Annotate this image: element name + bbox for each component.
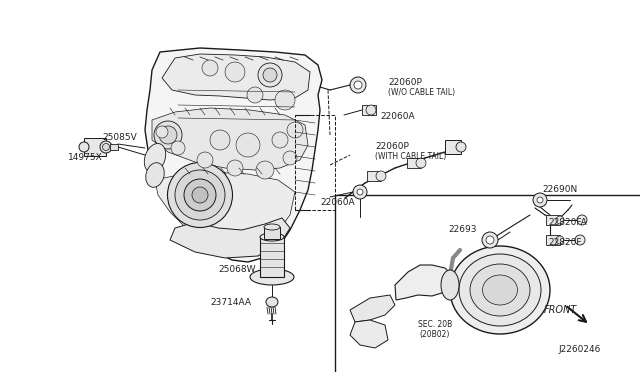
- Ellipse shape: [483, 275, 518, 305]
- Ellipse shape: [102, 144, 109, 151]
- Text: (W/O CABLE TAIL): (W/O CABLE TAIL): [388, 88, 455, 97]
- Circle shape: [210, 130, 230, 150]
- Circle shape: [171, 141, 185, 155]
- Text: 22820F: 22820F: [548, 238, 582, 247]
- Polygon shape: [152, 108, 308, 170]
- Bar: [407, 158, 421, 168]
- Circle shape: [202, 60, 218, 76]
- Ellipse shape: [260, 233, 284, 241]
- Text: (20B02): (20B02): [420, 330, 450, 339]
- Circle shape: [287, 122, 303, 138]
- Circle shape: [236, 133, 260, 157]
- Bar: [110, 144, 118, 150]
- Bar: [546, 235, 560, 245]
- Ellipse shape: [175, 170, 225, 220]
- Circle shape: [353, 185, 367, 199]
- Circle shape: [156, 126, 168, 138]
- Bar: [295, 115, 335, 210]
- Polygon shape: [162, 54, 310, 100]
- Polygon shape: [145, 48, 322, 262]
- Bar: [84, 138, 106, 156]
- Ellipse shape: [250, 269, 294, 285]
- Text: 22690N: 22690N: [542, 185, 577, 194]
- Text: 14975X: 14975X: [68, 153, 103, 162]
- Text: 25068W: 25068W: [218, 265, 255, 274]
- Circle shape: [533, 193, 547, 207]
- Circle shape: [227, 160, 243, 176]
- Ellipse shape: [575, 235, 585, 245]
- Circle shape: [366, 105, 376, 115]
- Ellipse shape: [154, 121, 182, 149]
- Ellipse shape: [459, 254, 541, 326]
- Bar: [546, 215, 560, 225]
- Ellipse shape: [441, 270, 459, 300]
- Ellipse shape: [79, 142, 89, 152]
- Ellipse shape: [450, 246, 550, 334]
- Ellipse shape: [168, 163, 232, 228]
- Ellipse shape: [456, 142, 466, 152]
- Polygon shape: [350, 320, 388, 348]
- Ellipse shape: [144, 144, 166, 173]
- Polygon shape: [350, 295, 395, 322]
- Polygon shape: [395, 265, 452, 300]
- Circle shape: [354, 81, 362, 89]
- Circle shape: [357, 189, 363, 195]
- Bar: [367, 171, 381, 181]
- Circle shape: [275, 90, 295, 110]
- Text: 23714AA: 23714AA: [210, 298, 251, 307]
- Ellipse shape: [266, 297, 278, 307]
- Circle shape: [350, 77, 366, 93]
- Ellipse shape: [258, 63, 282, 87]
- Ellipse shape: [577, 215, 587, 225]
- Text: SEC. 20B: SEC. 20B: [418, 320, 452, 329]
- Circle shape: [283, 151, 297, 165]
- Circle shape: [482, 232, 498, 248]
- Circle shape: [225, 62, 245, 82]
- Ellipse shape: [470, 264, 530, 316]
- Text: J2260246: J2260246: [559, 345, 601, 354]
- Circle shape: [537, 197, 543, 203]
- Text: (WITH CABLE TAIL): (WITH CABLE TAIL): [375, 152, 446, 161]
- Circle shape: [272, 132, 288, 148]
- Circle shape: [416, 158, 426, 168]
- Ellipse shape: [192, 187, 208, 203]
- Circle shape: [197, 152, 213, 168]
- Text: 25085V: 25085V: [102, 133, 137, 142]
- Circle shape: [376, 171, 386, 181]
- Text: 22060A: 22060A: [380, 112, 415, 121]
- Circle shape: [247, 87, 263, 103]
- Ellipse shape: [264, 224, 280, 230]
- Circle shape: [256, 161, 274, 179]
- Text: 22820FA: 22820FA: [548, 218, 587, 227]
- Bar: [445, 140, 461, 154]
- Ellipse shape: [184, 179, 216, 211]
- Ellipse shape: [100, 141, 112, 153]
- Text: 22060P: 22060P: [388, 78, 422, 87]
- Ellipse shape: [556, 216, 564, 224]
- Bar: [260, 237, 284, 277]
- Ellipse shape: [159, 126, 177, 144]
- Bar: [362, 105, 376, 115]
- Polygon shape: [155, 172, 295, 252]
- Ellipse shape: [263, 68, 277, 82]
- Text: 22060A: 22060A: [320, 198, 355, 207]
- Bar: [264, 227, 280, 239]
- Circle shape: [486, 236, 494, 244]
- Polygon shape: [170, 218, 290, 258]
- Text: 22060P: 22060P: [375, 142, 409, 151]
- Text: 22693: 22693: [448, 225, 477, 234]
- Ellipse shape: [556, 236, 564, 244]
- Text: FRONT: FRONT: [543, 305, 577, 315]
- Ellipse shape: [146, 163, 164, 187]
